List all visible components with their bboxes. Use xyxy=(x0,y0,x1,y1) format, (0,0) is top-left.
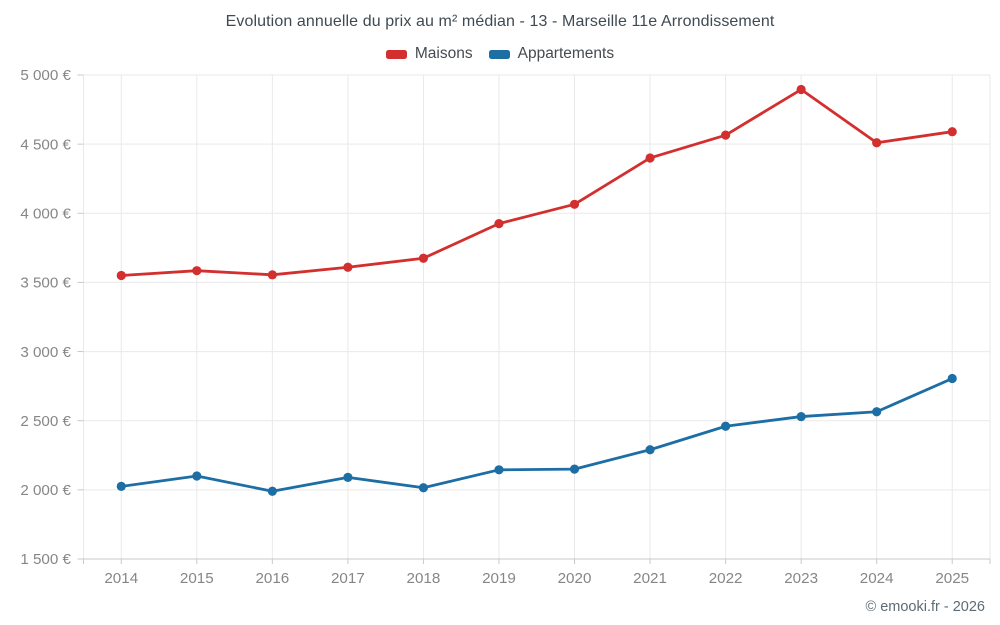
chart-title: Evolution annuelle du prix au m² médian … xyxy=(225,13,775,30)
x-axis-label: 2016 xyxy=(255,570,289,587)
maisons-point xyxy=(494,219,504,229)
x-axis-label: 2024 xyxy=(860,570,894,587)
legend-item-maisons[interactable]: Maisons xyxy=(385,45,473,63)
maisons-point xyxy=(947,127,957,137)
appartements-point xyxy=(645,445,655,455)
maisons-point xyxy=(872,138,882,148)
x-axis-label: 2021 xyxy=(633,570,667,587)
maisons-point xyxy=(418,253,429,263)
y-axis-label: 4 500 € xyxy=(20,136,71,153)
maisons-point xyxy=(796,84,806,95)
maisons-point xyxy=(343,262,353,272)
appartements-point xyxy=(192,471,202,481)
copyright-notice: © emooki.fr - 2026 xyxy=(865,599,985,615)
appartements-point xyxy=(796,411,806,422)
maisons-point xyxy=(645,153,655,163)
chart-legend: Maisons Appartements xyxy=(0,45,1000,63)
x-axis-label: 2015 xyxy=(180,570,214,587)
appartements-point xyxy=(267,486,277,496)
x-axis-label: 2017 xyxy=(331,570,365,587)
maisons-point xyxy=(721,130,731,140)
appartements-point xyxy=(872,407,882,417)
maisons-color-swatch xyxy=(385,49,407,59)
x-axis-label: 2014 xyxy=(104,570,138,587)
appartements-point xyxy=(343,472,353,483)
appartements-point xyxy=(947,373,957,384)
appartements-point xyxy=(116,481,126,491)
y-axis-label: 3 500 € xyxy=(20,275,71,292)
x-axis-label: 2022 xyxy=(709,570,743,587)
maisons-legend-label: Maisons xyxy=(414,45,473,62)
appartements-point xyxy=(569,464,580,474)
maisons-point xyxy=(192,266,202,276)
legend-item-appartements[interactable]: Appartements xyxy=(488,45,615,63)
x-axis-label: 2020 xyxy=(558,570,592,587)
y-axis-label: 2 500 € xyxy=(20,413,71,430)
y-axis-label: 5 000 € xyxy=(20,67,71,84)
maisons-point xyxy=(569,199,580,209)
appartements-color-swatch xyxy=(488,49,510,59)
maisons-point xyxy=(116,270,126,281)
y-axis-label: 4 000 € xyxy=(20,205,71,222)
appartements-point xyxy=(721,421,731,431)
y-axis-label: 3 000 € xyxy=(20,344,71,361)
appartements-legend-label: Appartements xyxy=(517,45,615,62)
x-axis-label: 2025 xyxy=(935,570,969,587)
appartements-point xyxy=(494,465,504,475)
maisons-point xyxy=(267,270,277,280)
x-axis-label: 2018 xyxy=(407,570,441,587)
x-axis-label: 2023 xyxy=(784,570,818,587)
appartements-line xyxy=(119,377,954,493)
maisons-line xyxy=(119,88,954,277)
y-axis-label: 2 000 € xyxy=(20,482,71,499)
x-axis-label: 2019 xyxy=(482,570,516,587)
appartements-point xyxy=(418,483,429,493)
y-axis-label: 1 500 € xyxy=(20,551,71,568)
